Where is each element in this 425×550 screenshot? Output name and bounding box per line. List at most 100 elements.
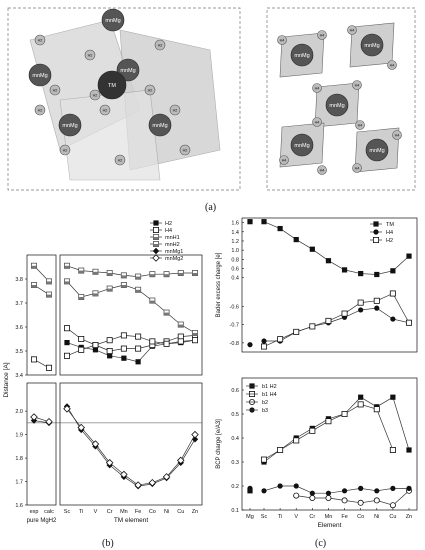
data-point: [30, 356, 37, 363]
atom-label: H2: [38, 109, 43, 113]
data-point: [390, 394, 396, 400]
data-point: [261, 338, 267, 344]
h-atom: [352, 80, 362, 90]
data-point: [134, 481, 142, 489]
x-tick-label: Zn: [192, 509, 198, 515]
y-tick-label: 3.6: [15, 325, 23, 331]
data-point: [293, 328, 300, 335]
atom-label: H2: [63, 149, 68, 153]
atom-label: mnMg: [294, 143, 309, 149]
data-point: [309, 427, 316, 434]
x-tick-label: Zn: [406, 514, 412, 520]
atom-label: mnMg: [105, 18, 120, 24]
data-point: [293, 236, 299, 243]
data-point: [30, 413, 38, 421]
series-line: [263, 404, 394, 460]
data-point: [120, 332, 127, 339]
series-line: [66, 327, 196, 352]
data-point: [106, 337, 113, 344]
data-point: [358, 307, 364, 313]
mg-atom: [28, 63, 52, 87]
data-point: [341, 410, 348, 417]
data-point: [373, 497, 380, 504]
series-line: [263, 221, 410, 275]
data-point: [92, 268, 99, 275]
data-point: [91, 440, 100, 448]
y-tick-label: 0.6: [231, 388, 239, 394]
data-point: [191, 337, 198, 344]
x-tick-label: exp: [30, 509, 39, 515]
atom-label: H4: [355, 84, 360, 88]
data-point: [177, 456, 185, 465]
h-atom: [34, 104, 46, 116]
h-atom: [84, 49, 96, 61]
series-line: [66, 265, 195, 277]
y-tick-label: 0.4: [231, 436, 239, 442]
y-tick-label: 3.8: [15, 277, 23, 283]
h-atom: [355, 120, 365, 130]
h-atom: [312, 83, 322, 93]
x-tick-label: Co: [149, 509, 156, 515]
atom-label: mnMg: [120, 68, 135, 74]
atom-label: mnMg: [62, 123, 77, 129]
data-point: [120, 345, 127, 352]
x-tick-label: Fe: [341, 514, 347, 520]
legend-label: H2: [386, 238, 393, 244]
x-tick-label: Fe: [135, 509, 141, 515]
data-point: [135, 345, 142, 352]
y-tick-label: 1.6: [15, 503, 23, 509]
series-mnMg2: [30, 405, 199, 489]
atom-label: H4: [320, 34, 325, 38]
h-atom: [317, 165, 327, 175]
chart-c: 0.4 0.6 0.8 1.0 1.2 1.4 1.6 -0.8 -0.7 -0.6 Bader e…: [216, 217, 418, 529]
data-point: [325, 418, 332, 425]
series-line: [264, 307, 410, 342]
data-point: [309, 246, 315, 252]
h-atom: [154, 39, 166, 51]
y-tick-label: 1.9: [15, 433, 23, 439]
data-point: [64, 340, 70, 346]
y-tick-label: 0.4: [231, 276, 239, 282]
data-point: [107, 353, 113, 359]
atom-label: H2: [53, 89, 58, 93]
mg-atom: [97, 70, 127, 100]
data-point: [390, 485, 396, 491]
data-point: [406, 447, 412, 453]
y-tick-label: 3.4: [15, 373, 23, 379]
y-tick-label: 0.5: [231, 412, 239, 418]
y-tick-label: -0.8: [230, 341, 239, 347]
h-atom: [347, 25, 357, 35]
y-tick-label: 1.4: [231, 230, 239, 236]
data-point: [92, 347, 99, 353]
atom-label: H4: [280, 39, 285, 43]
atom-label: mnMg: [32, 73, 47, 79]
data-point: [277, 336, 284, 343]
h-atom: [279, 155, 289, 165]
atom-label: H2: [93, 94, 98, 98]
mg-atom: [148, 113, 172, 137]
plot-frame: [26, 254, 57, 376]
data-point: [357, 499, 364, 506]
data-point: [92, 342, 99, 349]
atom-label: H4: [350, 29, 355, 33]
y-tick-label: 1.2: [231, 239, 239, 245]
data-point: [149, 338, 156, 345]
series-line: [66, 281, 196, 334]
y-tick-label: 1.8: [15, 456, 23, 462]
series-mnH1: [30, 262, 198, 285]
panel-label-b: (b): [102, 538, 114, 549]
series-line: [66, 406, 196, 487]
atom-label: H4: [320, 169, 325, 173]
data-point: [357, 299, 364, 306]
h-atom: [34, 34, 46, 46]
x-tick-label: Cr: [107, 509, 113, 515]
data-point: [247, 485, 253, 491]
y-tick-label: 0.3: [231, 460, 239, 466]
unit-cell-box: [7, 7, 241, 191]
data-point: [135, 359, 141, 365]
plot-frame: [59, 382, 203, 506]
data-point: [389, 290, 396, 297]
x-tick-label: Cu: [389, 514, 396, 520]
x-tick-label: Mg: [246, 514, 254, 520]
data-point: [78, 346, 85, 353]
